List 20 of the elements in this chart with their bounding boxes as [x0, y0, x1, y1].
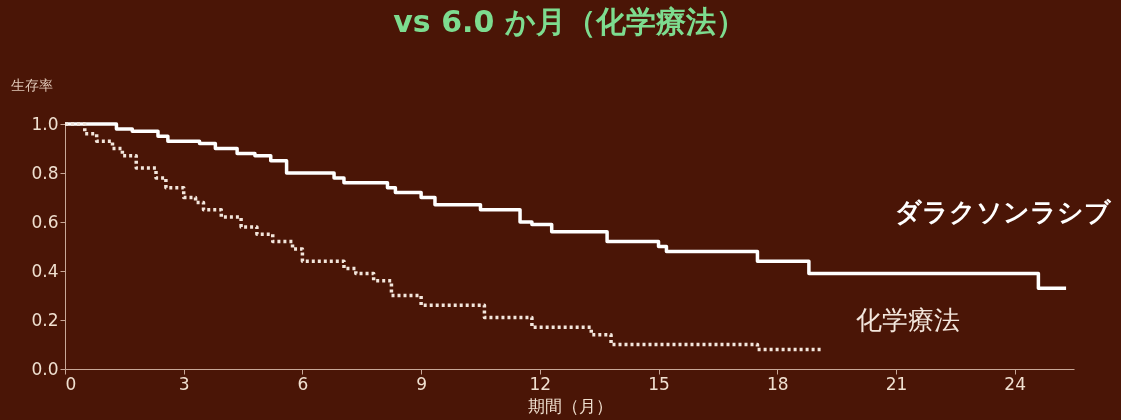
y-tick-label: 1.0 — [31, 113, 59, 134]
y-tick-label: 0.2 — [31, 309, 59, 330]
y-tick-label: 0.8 — [31, 162, 59, 183]
x-tick-label: 15 — [648, 373, 670, 394]
y-tick-label: 0.6 — [31, 211, 59, 232]
x-tick-label: 18 — [766, 373, 789, 394]
series-label: ダラクソンラシブ — [895, 197, 1113, 228]
y-tick-label: 0.0 — [31, 358, 59, 379]
x-tick-label: 24 — [1004, 373, 1026, 394]
y-axis-title: 生存率 — [10, 76, 53, 93]
x-tick-label: 9 — [416, 373, 428, 394]
x-tick-label: 6 — [297, 373, 309, 394]
series-label: 化学療法 — [855, 305, 960, 336]
x-tick-label: 3 — [178, 373, 190, 394]
x-axis-title: 期間（月） — [527, 395, 613, 416]
x-tick-label: 12 — [529, 373, 552, 394]
y-tick-label: 0.4 — [31, 260, 59, 281]
x-tick-label: 21 — [885, 373, 908, 394]
chart-title: vs 6.0 か月（化学療法） — [393, 4, 746, 39]
x-tick-label: 0 — [65, 373, 77, 394]
